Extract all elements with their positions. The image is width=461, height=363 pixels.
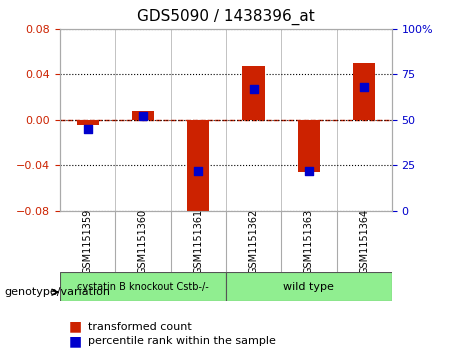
FancyBboxPatch shape	[60, 272, 226, 301]
Bar	[132, 111, 154, 120]
Text: GSM1151362: GSM1151362	[248, 209, 259, 274]
Text: GSM1151360: GSM1151360	[138, 209, 148, 274]
Bar	[353, 63, 375, 120]
Bar	[187, 120, 209, 216]
Point	[305, 168, 313, 174]
Text: GSM1151364: GSM1151364	[359, 209, 369, 274]
Text: ■: ■	[69, 334, 82, 348]
Point	[361, 84, 368, 90]
Text: transformed count: transformed count	[88, 322, 191, 332]
Text: cystatin B knockout Cstb-/-: cystatin B knockout Cstb-/-	[77, 282, 209, 292]
Text: genotype/variation: genotype/variation	[5, 287, 111, 297]
Text: GSM1151363: GSM1151363	[304, 209, 314, 274]
Point	[84, 126, 91, 132]
Point	[195, 168, 202, 174]
Point	[139, 113, 147, 119]
Bar	[298, 120, 320, 172]
Point	[250, 86, 257, 92]
Text: ■: ■	[69, 320, 82, 334]
Title: GDS5090 / 1438396_at: GDS5090 / 1438396_at	[137, 9, 315, 25]
Bar	[77, 120, 99, 126]
Text: GSM1151361: GSM1151361	[193, 209, 203, 274]
FancyBboxPatch shape	[226, 272, 392, 301]
Bar	[242, 66, 265, 120]
Text: wild type: wild type	[284, 282, 334, 292]
Text: percentile rank within the sample: percentile rank within the sample	[88, 336, 276, 346]
Text: GSM1151359: GSM1151359	[83, 209, 93, 274]
